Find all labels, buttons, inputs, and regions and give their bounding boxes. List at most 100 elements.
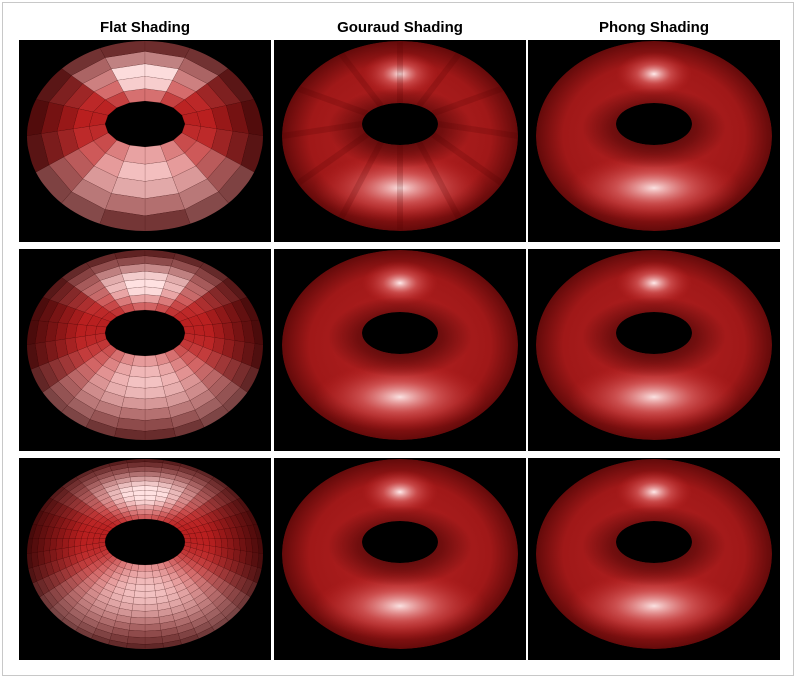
flat-facet	[98, 41, 146, 58]
torus-gouraud-row-1	[274, 40, 526, 242]
flat-facet	[144, 513, 153, 520]
mesh-artifact	[416, 51, 462, 108]
flat-facet	[94, 325, 107, 335]
mesh-artifact	[296, 85, 369, 117]
torus-surface	[536, 41, 772, 231]
flat-facet	[130, 610, 146, 619]
specular-highlight-bottom	[314, 363, 486, 431]
flat-facet	[86, 538, 94, 546]
specular-highlight-top	[362, 470, 438, 514]
flat-facet	[144, 494, 157, 501]
mesh-artifact	[296, 132, 369, 186]
flat-facet	[80, 538, 88, 546]
flat-facet	[134, 499, 146, 506]
flat-facet	[184, 538, 192, 544]
flat-facet	[183, 325, 196, 335]
flat-facet	[144, 504, 155, 511]
flat-facet	[202, 538, 210, 546]
flat-facet	[144, 623, 162, 632]
torus-gouraud-row-2	[274, 249, 526, 451]
flat-facet	[144, 354, 159, 368]
inner-shadow	[582, 88, 726, 168]
torus-render-phong-2	[536, 250, 772, 440]
torus-flat-row-3	[19, 458, 271, 660]
torus-surface	[27, 41, 263, 231]
flat-facet	[92, 538, 100, 545]
flat-facet	[257, 538, 263, 555]
torus-phong-row-3	[528, 458, 780, 660]
torus-surface	[536, 250, 772, 440]
flat-facet	[144, 610, 160, 619]
flat-facet	[135, 577, 146, 586]
flat-facet	[208, 538, 217, 547]
flat-facet	[144, 590, 157, 599]
specular-highlight-top	[362, 52, 438, 96]
inner-shadow	[582, 506, 726, 586]
flat-facet	[27, 133, 50, 174]
flat-facet	[144, 564, 153, 572]
torus-surface	[536, 459, 772, 649]
torus-render-gouraud-3	[282, 459, 518, 649]
torus-render-gouraud-2	[282, 250, 518, 440]
flat-facet	[134, 584, 146, 592]
flat-facet	[137, 564, 146, 572]
flat-facet	[128, 623, 146, 632]
flat-facet	[129, 616, 146, 625]
flat-facet	[144, 509, 154, 515]
mesh-artifact	[282, 121, 363, 139]
torus-surface	[27, 459, 263, 649]
specular-highlight-bottom	[568, 154, 740, 222]
flat-facet	[196, 538, 204, 546]
torus-flat-row-2	[19, 249, 271, 451]
mesh-artifact	[437, 121, 518, 139]
flat-facet	[125, 459, 146, 464]
specular-highlight-bottom	[568, 572, 740, 640]
specular-highlight-bottom	[314, 572, 486, 640]
flat-facet	[136, 571, 146, 579]
mesh-artifact	[338, 140, 384, 220]
flat-facet	[132, 597, 146, 605]
torus-render-flat-1	[27, 41, 263, 231]
torus-phong-row-2	[528, 249, 780, 451]
flat-facet	[144, 459, 165, 464]
torus-render-phong-1	[536, 41, 772, 231]
torus-phong-row-1	[528, 40, 780, 242]
torus-gouraud-row-3	[274, 458, 526, 660]
torus-render-gouraud-1	[282, 41, 518, 231]
inner-shadow	[328, 506, 472, 586]
flat-facet	[98, 538, 106, 544]
flat-facet	[27, 538, 33, 555]
specular-highlight-bottom	[568, 363, 740, 431]
flat-facet	[144, 642, 165, 649]
flat-facet	[257, 552, 263, 570]
flat-facet	[133, 494, 146, 501]
torus-render-flat-3	[27, 459, 263, 649]
torus-surface	[282, 41, 518, 231]
flat-facet	[131, 301, 146, 312]
flat-facet	[137, 513, 146, 520]
mesh-artifact	[431, 132, 504, 186]
inner-shadow	[328, 297, 472, 377]
torus-render-flat-2	[27, 250, 263, 440]
flat-facet	[73, 545, 82, 555]
flat-facet	[144, 603, 159, 612]
specular-highlight-top	[616, 52, 692, 96]
flat-facet	[27, 552, 33, 570]
flat-facet	[144, 375, 164, 389]
flat-facet	[144, 597, 158, 605]
flat-facet	[144, 571, 154, 579]
mesh-artifact	[416, 140, 462, 220]
inner-shadow	[582, 297, 726, 377]
flat-facet	[144, 584, 156, 592]
flat-facet	[133, 590, 146, 599]
specular-highlight-top	[616, 470, 692, 514]
flat-facet	[240, 98, 263, 137]
column-title-flat: Flat Shading	[100, 19, 190, 36]
mesh-artifact	[338, 51, 384, 108]
flat-facet	[136, 509, 146, 515]
flat-facet	[144, 365, 161, 378]
torus-surface	[282, 459, 518, 649]
torus-flat-row-1	[19, 40, 271, 242]
mesh-artifact	[431, 85, 504, 117]
column-title-gouraud: Gouraud Shading	[337, 19, 463, 36]
